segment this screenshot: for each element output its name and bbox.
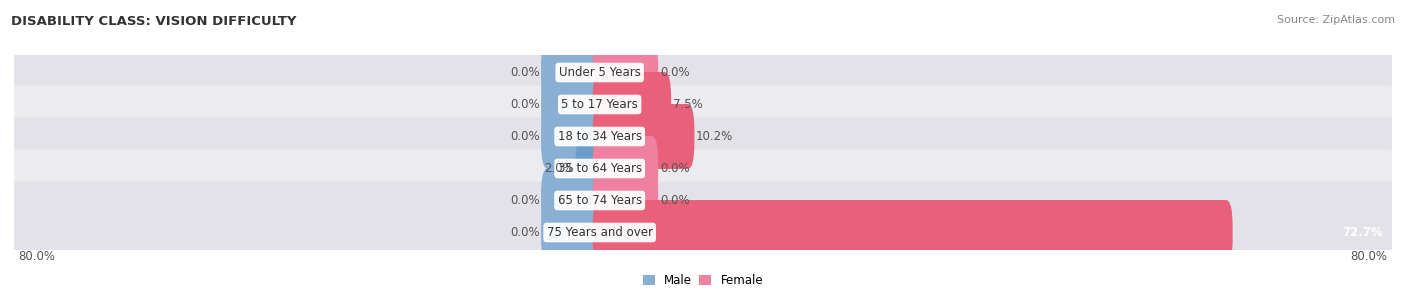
FancyBboxPatch shape [541, 200, 606, 265]
Text: 72.7%: 72.7% [1343, 226, 1384, 239]
Text: 18 to 34 Years: 18 to 34 Years [558, 130, 641, 143]
FancyBboxPatch shape [593, 136, 658, 201]
FancyBboxPatch shape [593, 104, 695, 169]
Text: 80.0%: 80.0% [1351, 250, 1388, 263]
FancyBboxPatch shape [593, 200, 1233, 265]
Text: Under 5 Years: Under 5 Years [558, 66, 641, 79]
FancyBboxPatch shape [6, 150, 1400, 251]
FancyBboxPatch shape [6, 54, 1400, 155]
FancyBboxPatch shape [6, 86, 1400, 187]
Legend: Male, Female: Male, Female [643, 274, 763, 287]
FancyBboxPatch shape [6, 118, 1400, 219]
FancyBboxPatch shape [541, 40, 606, 105]
Text: 0.0%: 0.0% [510, 130, 540, 143]
Text: 0.0%: 0.0% [510, 66, 540, 79]
Text: 0.0%: 0.0% [510, 98, 540, 111]
Text: 7.5%: 7.5% [673, 98, 703, 111]
Text: 2.0%: 2.0% [544, 162, 574, 175]
Text: Source: ZipAtlas.com: Source: ZipAtlas.com [1277, 15, 1395, 25]
FancyBboxPatch shape [541, 72, 606, 137]
Text: 80.0%: 80.0% [18, 250, 55, 263]
Text: 5 to 17 Years: 5 to 17 Years [561, 98, 638, 111]
FancyBboxPatch shape [593, 40, 658, 105]
Text: 35 to 64 Years: 35 to 64 Years [558, 162, 641, 175]
Text: 0.0%: 0.0% [510, 194, 540, 207]
Text: 0.0%: 0.0% [510, 226, 540, 239]
FancyBboxPatch shape [541, 104, 606, 169]
FancyBboxPatch shape [593, 168, 658, 233]
Text: 65 to 74 Years: 65 to 74 Years [558, 194, 641, 207]
FancyBboxPatch shape [6, 22, 1400, 124]
Text: 0.0%: 0.0% [659, 162, 689, 175]
Text: 75 Years and over: 75 Years and over [547, 226, 652, 239]
FancyBboxPatch shape [6, 181, 1400, 283]
Text: 0.0%: 0.0% [659, 66, 689, 79]
FancyBboxPatch shape [593, 72, 671, 137]
Text: 10.2%: 10.2% [696, 130, 734, 143]
Text: 0.0%: 0.0% [659, 194, 689, 207]
FancyBboxPatch shape [541, 168, 606, 233]
Text: DISABILITY CLASS: VISION DIFFICULTY: DISABILITY CLASS: VISION DIFFICULTY [11, 15, 297, 28]
FancyBboxPatch shape [575, 136, 606, 201]
